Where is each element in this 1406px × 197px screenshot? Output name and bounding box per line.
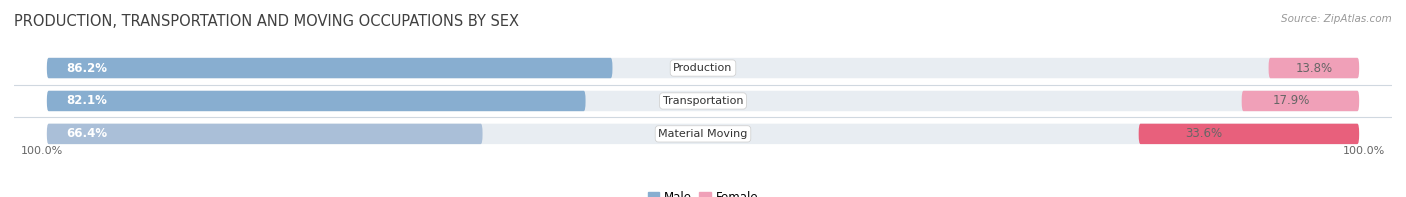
Text: 13.8%: 13.8% <box>1295 61 1333 74</box>
Text: Transportation: Transportation <box>662 96 744 106</box>
FancyBboxPatch shape <box>46 124 482 144</box>
Text: 100.0%: 100.0% <box>21 146 63 156</box>
Text: 17.9%: 17.9% <box>1272 95 1310 108</box>
Text: 82.1%: 82.1% <box>66 95 107 108</box>
FancyBboxPatch shape <box>46 124 1360 144</box>
FancyBboxPatch shape <box>1241 91 1360 111</box>
Text: 33.6%: 33.6% <box>1185 127 1222 140</box>
Legend: Male, Female: Male, Female <box>643 186 763 197</box>
FancyBboxPatch shape <box>46 91 585 111</box>
Text: Material Moving: Material Moving <box>658 129 748 139</box>
FancyBboxPatch shape <box>1268 58 1360 78</box>
FancyBboxPatch shape <box>1139 124 1360 144</box>
FancyBboxPatch shape <box>46 58 1360 78</box>
Text: Source: ZipAtlas.com: Source: ZipAtlas.com <box>1281 14 1392 24</box>
FancyBboxPatch shape <box>46 91 1360 111</box>
Text: 66.4%: 66.4% <box>66 127 108 140</box>
Text: 86.2%: 86.2% <box>66 61 107 74</box>
Text: PRODUCTION, TRANSPORTATION AND MOVING OCCUPATIONS BY SEX: PRODUCTION, TRANSPORTATION AND MOVING OC… <box>14 14 519 29</box>
Text: 100.0%: 100.0% <box>1343 146 1385 156</box>
Text: Production: Production <box>673 63 733 73</box>
FancyBboxPatch shape <box>46 58 613 78</box>
